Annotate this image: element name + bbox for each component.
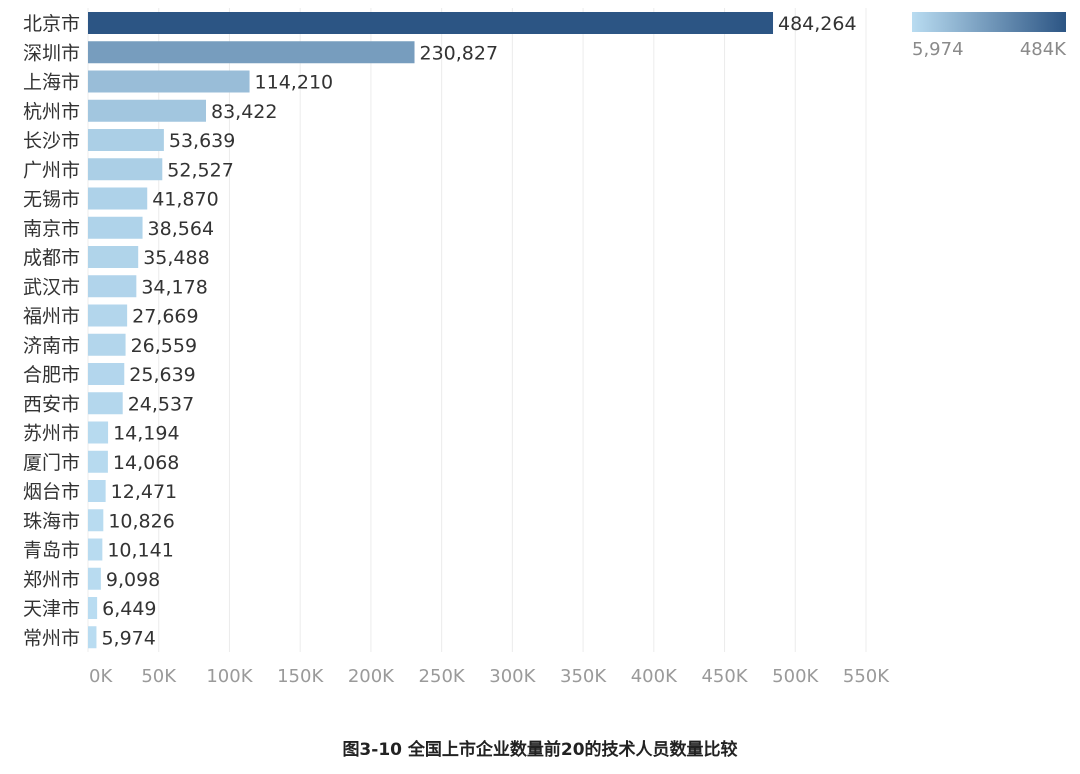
category-label: 烟台市 (23, 481, 80, 503)
bar (88, 216, 143, 239)
x-tick-label: 0K (89, 666, 113, 687)
x-tick-label: 50K (141, 666, 177, 687)
value-label: 5,974 (101, 627, 155, 649)
bar (88, 450, 108, 473)
value-label: 9,098 (106, 569, 160, 591)
category-label: 南京市 (23, 218, 80, 240)
value-label: 52,527 (167, 159, 233, 181)
value-label: 114,210 (255, 72, 334, 94)
value-label: 24,537 (128, 393, 194, 415)
bar (88, 626, 97, 649)
value-label: 34,178 (141, 276, 207, 298)
value-label: 484,264 (778, 13, 857, 35)
x-tick-label: 550K (843, 666, 890, 687)
category-label: 常州市 (23, 627, 80, 649)
category-labels: 北京市深圳市上海市杭州市长沙市广州市无锡市南京市成都市武汉市福州市济南市合肥市西… (23, 13, 80, 649)
bar (88, 129, 164, 151)
x-tick-label: 100K (206, 666, 253, 687)
value-label: 14,068 (113, 452, 179, 474)
category-label: 武汉市 (23, 276, 80, 298)
bar (88, 509, 104, 532)
bar (88, 363, 125, 385)
value-label: 10,141 (107, 540, 173, 562)
bar (88, 246, 139, 268)
value-label: 27,669 (132, 306, 198, 328)
value-label: 53,639 (169, 130, 235, 152)
x-tick-label: 450K (701, 666, 748, 687)
bar (88, 333, 126, 356)
color-legend-gradient (912, 12, 1066, 32)
bar (88, 597, 98, 619)
value-label: 12,471 (111, 481, 177, 503)
x-tick-label: 400K (631, 666, 678, 687)
bar (88, 480, 106, 502)
x-tick-label: 150K (277, 666, 324, 687)
category-label: 上海市 (23, 72, 80, 94)
bar (88, 538, 103, 561)
color-legend: 5,974 484K (912, 12, 1067, 60)
x-axis-ticks: 0K 50K 100K 150K 200K 250K 300K 350K 400K 450K 500… (89, 666, 890, 687)
bar (88, 70, 250, 93)
x-tick-label: 500K (772, 666, 819, 687)
category-label: 成都市 (23, 247, 80, 269)
bar (88, 304, 128, 327)
bars (88, 12, 774, 649)
bar (88, 158, 163, 181)
category-label: 郑州市 (23, 569, 80, 591)
bar (88, 392, 123, 415)
value-label: 10,826 (108, 510, 174, 532)
figure-caption: 图3-10 全国上市企业数量前20的技术人员数量比较 (342, 740, 738, 760)
bar (88, 12, 774, 34)
bar (88, 421, 109, 444)
category-label: 长沙市 (23, 130, 80, 152)
category-label: 福州市 (23, 306, 80, 328)
bar (88, 567, 101, 590)
category-label: 天津市 (23, 598, 80, 620)
category-label: 青岛市 (23, 540, 80, 562)
category-label: 广州市 (23, 159, 80, 181)
value-label: 230,827 (420, 42, 499, 64)
bar (88, 187, 148, 210)
color-legend-min-label: 5,974 (912, 39, 964, 60)
value-label: 25,639 (129, 364, 195, 386)
x-tick-label: 250K (419, 666, 466, 687)
bar (88, 275, 137, 298)
category-label: 合肥市 (23, 364, 80, 386)
x-tick-label: 350K (560, 666, 607, 687)
category-label: 西安市 (23, 393, 80, 415)
category-label: 厦门市 (23, 452, 80, 474)
value-label: 35,488 (143, 247, 209, 269)
value-label: 41,870 (152, 189, 218, 211)
value-label: 14,194 (113, 423, 179, 445)
value-label: 26,559 (131, 335, 197, 357)
category-label: 北京市 (23, 13, 80, 35)
category-label: 苏州市 (23, 423, 80, 445)
value-label: 38,564 (148, 218, 214, 240)
bar (88, 99, 207, 122)
category-label: 珠海市 (23, 510, 80, 532)
category-label: 无锡市 (23, 189, 80, 211)
category-label: 深圳市 (23, 42, 80, 64)
category-label: 济南市 (23, 335, 80, 357)
x-tick-label: 300K (489, 666, 536, 687)
value-labels: 484,264 230,827 114,210 83,422 53,639 52,527 4… (101, 13, 856, 649)
x-tick-label: 200K (348, 666, 395, 687)
category-label: 杭州市 (23, 101, 80, 123)
color-legend-max-label: 484K (1020, 39, 1067, 60)
bar (88, 41, 415, 64)
value-label: 6,449 (102, 598, 156, 620)
value-label: 83,422 (211, 101, 277, 123)
